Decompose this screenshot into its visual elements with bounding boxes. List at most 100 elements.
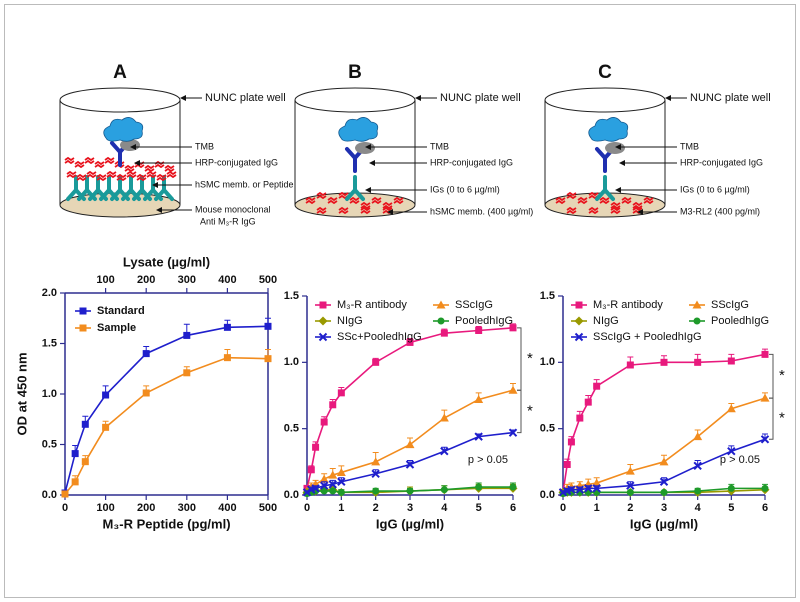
marker (693, 432, 703, 441)
diagram-label: NUNC plate well (205, 92, 286, 104)
marker (660, 358, 668, 366)
arrow-head (615, 144, 621, 150)
legend-label: SScIgG (455, 299, 493, 311)
y-tick-label: 0.0 (42, 489, 57, 501)
y-tick-label: 0.5 (284, 423, 299, 435)
marker (81, 458, 89, 466)
well-bottom (294, 192, 416, 218)
marker (102, 423, 110, 431)
tmb-cloud (588, 117, 629, 142)
legend-marker (692, 300, 702, 309)
marker (659, 457, 669, 466)
marker (592, 484, 601, 493)
epitope (305, 196, 316, 205)
marker (337, 477, 346, 486)
marker (576, 414, 584, 422)
legend-label: PooledhIgG (711, 315, 769, 327)
x-axis-label: IgG (µg/ml) (376, 516, 444, 531)
diagram-label: Mouse monoclonal (195, 204, 271, 214)
marker (319, 481, 329, 490)
marker (311, 484, 320, 493)
assay-diagram: C NUNC plate well TMB HRP-conjugated IgG IGs… (544, 62, 771, 218)
x-tick-label: 4 (441, 502, 448, 514)
y-tick-label: 1.5 (42, 337, 57, 349)
marker (336, 467, 346, 476)
epitope (316, 206, 327, 215)
epitope (116, 173, 127, 182)
series-line (562, 353, 766, 493)
epitope (555, 196, 566, 205)
marker (328, 470, 338, 479)
epitope (588, 206, 599, 215)
y-tick-label: 1.0 (284, 356, 299, 368)
epitope (126, 170, 137, 179)
marker (475, 483, 483, 491)
marker (726, 404, 736, 413)
x-tick-label: 200 (137, 502, 155, 514)
panel-letter: A (113, 62, 127, 83)
arrow-head (637, 209, 643, 215)
epitope (74, 160, 85, 169)
legend-label: NIgG (337, 315, 363, 327)
x2-tick-label: 400 (218, 274, 236, 286)
diagram-label: HRP-conjugated IgG (680, 157, 763, 167)
significance-mark: * (527, 402, 533, 419)
x-tick-label: 6 (762, 502, 768, 514)
marker (625, 466, 635, 475)
marker (319, 474, 329, 483)
epitope (136, 173, 147, 182)
legend-label: SSc+PooledhIgG (337, 331, 422, 343)
marker (371, 469, 380, 478)
marker (440, 486, 448, 494)
epitope (146, 170, 157, 179)
legend-marker (436, 300, 446, 309)
marker (264, 322, 272, 330)
x-axis-label: IgG (µg/ml) (630, 516, 698, 531)
significance-mark: * (527, 350, 533, 367)
marker (509, 324, 517, 332)
legend-label: Standard (97, 305, 145, 317)
x-tick-label: 0 (560, 502, 566, 514)
arrow-head (387, 209, 393, 215)
marker (626, 488, 634, 496)
significance-mark: * (779, 410, 785, 427)
diagram-label: TMB (430, 141, 449, 151)
arrow-head (369, 160, 375, 166)
marker (694, 358, 702, 366)
x2-tick-label: 500 (259, 274, 277, 286)
marker (302, 488, 312, 497)
marker (320, 418, 328, 426)
marker (312, 443, 320, 451)
epitope (94, 160, 105, 169)
y-tick-label: 2.0 (42, 287, 57, 299)
epitope (76, 173, 87, 182)
panel-letter: C (598, 62, 612, 83)
epitope (106, 170, 117, 179)
legend-marker (319, 301, 327, 309)
marker (183, 331, 191, 339)
arrow-head (134, 160, 140, 166)
series-line (64, 325, 269, 494)
x-tick-label: 0 (62, 502, 68, 514)
epitope (360, 206, 371, 215)
marker (406, 487, 414, 495)
diagram-label: NUNC plate well (690, 92, 771, 104)
well-rim (544, 87, 666, 113)
epitope (621, 196, 632, 205)
marker (508, 385, 518, 394)
well-bottom (544, 192, 666, 218)
x-tick-label: 500 (259, 502, 277, 514)
marker (142, 350, 150, 358)
marker (102, 391, 110, 399)
y-tick-label: 1.5 (284, 290, 299, 302)
marker (727, 447, 736, 456)
marker (371, 457, 381, 466)
marker (328, 480, 337, 489)
marker (626, 361, 634, 369)
legend-label: M₃-R antibody (337, 299, 407, 311)
assay-diagram: A NUNC plate well TMB HRP-conjugated IgG hSM… (59, 62, 294, 226)
marker (727, 484, 735, 492)
x-tick-label: 400 (218, 502, 236, 514)
arrow-head (365, 187, 371, 193)
